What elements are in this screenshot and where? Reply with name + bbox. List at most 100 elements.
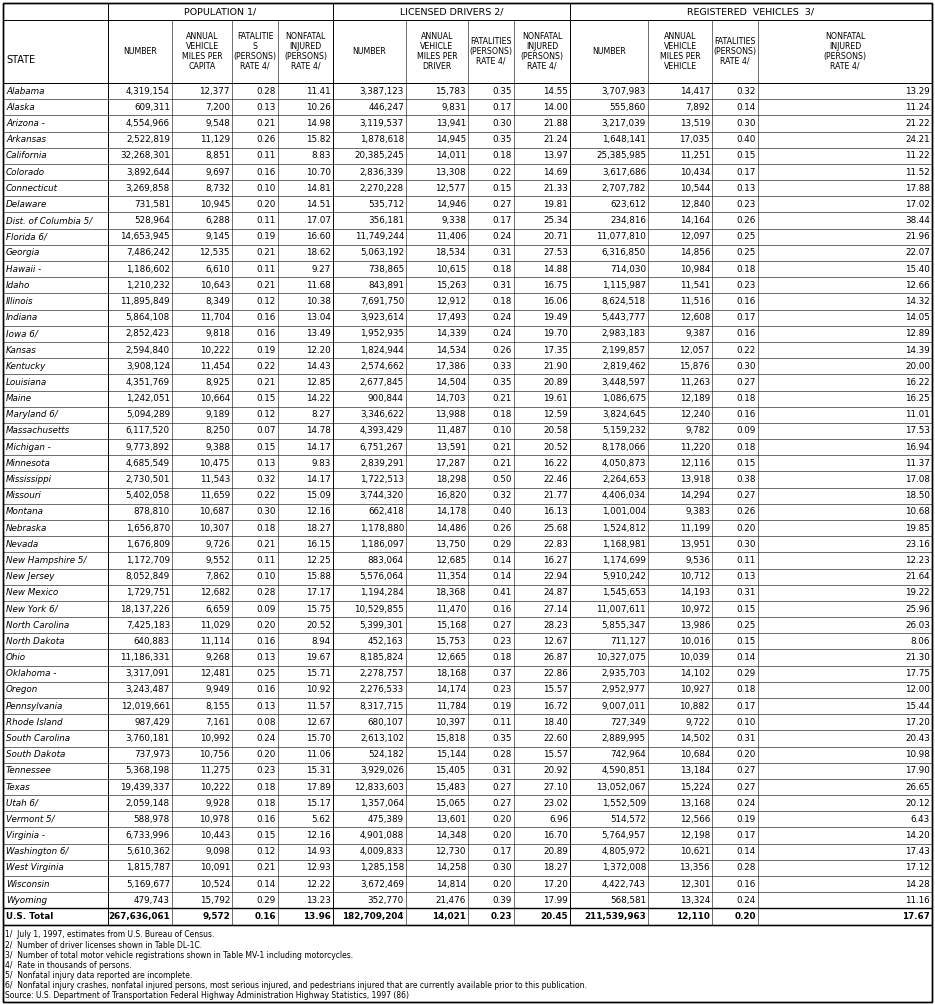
Text: 1,722,513: 1,722,513 <box>360 475 404 484</box>
Text: 524,182: 524,182 <box>368 750 404 759</box>
Text: 1,729,751: 1,729,751 <box>126 588 170 597</box>
Text: 0.24: 0.24 <box>493 232 512 241</box>
Text: 15.71: 15.71 <box>306 669 331 678</box>
Text: 0.31: 0.31 <box>493 248 512 257</box>
Text: 10.92: 10.92 <box>307 685 331 694</box>
Text: 0.10: 0.10 <box>737 718 756 727</box>
Text: 0.19: 0.19 <box>493 701 512 711</box>
Text: 8.94: 8.94 <box>311 637 331 646</box>
Text: 0.18: 0.18 <box>493 297 512 306</box>
Text: 20.58: 20.58 <box>543 426 568 435</box>
Text: 0.41: 0.41 <box>493 588 512 597</box>
Text: 16.27: 16.27 <box>543 556 568 565</box>
Text: Alaska: Alaska <box>6 103 35 112</box>
Text: 15,818: 15,818 <box>436 734 466 743</box>
Text: 0.20: 0.20 <box>493 815 512 824</box>
Text: 13,324: 13,324 <box>680 895 710 904</box>
Text: 10,091: 10,091 <box>200 863 230 872</box>
Text: 2,059,148: 2,059,148 <box>126 799 170 808</box>
Text: 0.27: 0.27 <box>737 783 756 792</box>
Text: 15,263: 15,263 <box>436 280 466 289</box>
Text: 0.12: 0.12 <box>257 297 276 306</box>
Text: 10.70: 10.70 <box>306 168 331 177</box>
Text: 14.28: 14.28 <box>905 879 930 888</box>
Text: 0.13: 0.13 <box>737 184 756 193</box>
Text: 0.27: 0.27 <box>737 767 756 775</box>
Text: 20.43: 20.43 <box>905 734 930 743</box>
Text: New Mexico: New Mexico <box>6 588 58 597</box>
Text: 14.51: 14.51 <box>307 200 331 209</box>
Text: 13,918: 13,918 <box>680 475 710 484</box>
Text: 7,161: 7,161 <box>206 718 230 727</box>
Text: 5,764,957: 5,764,957 <box>602 831 646 840</box>
Text: 10,222: 10,222 <box>200 346 230 355</box>
Text: Texas: Texas <box>6 783 31 792</box>
Text: North Carolina: North Carolina <box>6 621 69 630</box>
Text: 2,574,662: 2,574,662 <box>360 362 404 371</box>
Text: 14,653,945: 14,653,945 <box>121 232 170 241</box>
Text: 9,726: 9,726 <box>206 540 230 549</box>
Text: 3,824,645: 3,824,645 <box>602 410 646 419</box>
Text: Nevada: Nevada <box>6 540 39 549</box>
Text: 8,185,824: 8,185,824 <box>360 653 404 662</box>
Text: 14.17: 14.17 <box>307 442 331 451</box>
Text: 0.18: 0.18 <box>256 524 276 533</box>
Text: 0.08: 0.08 <box>256 718 276 727</box>
Text: 2,839,291: 2,839,291 <box>360 459 404 468</box>
Text: 11,704: 11,704 <box>200 314 230 323</box>
Text: 10,544: 10,544 <box>680 184 710 193</box>
Text: 14,174: 14,174 <box>436 685 466 694</box>
Text: 8.27: 8.27 <box>311 410 331 419</box>
Text: 21.22: 21.22 <box>905 119 930 128</box>
Text: Mississippi: Mississippi <box>6 475 52 484</box>
Text: 0.11: 0.11 <box>737 556 756 565</box>
Text: 11,354: 11,354 <box>436 572 466 581</box>
Text: 5,443,777: 5,443,777 <box>601 314 646 323</box>
Text: 0.18: 0.18 <box>493 152 512 161</box>
Text: 0.30: 0.30 <box>737 362 756 371</box>
Text: 16.70: 16.70 <box>543 831 568 840</box>
Text: 6,316,850: 6,316,850 <box>602 248 646 257</box>
Text: 0.35: 0.35 <box>493 378 512 387</box>
Text: New Jersey: New Jersey <box>6 572 54 581</box>
Text: 3,892,644: 3,892,644 <box>126 168 170 177</box>
Text: FATALITIES
(PERSONS)
RATE 4/: FATALITIES (PERSONS) RATE 4/ <box>469 37 512 65</box>
Text: 2,707,782: 2,707,782 <box>601 184 646 193</box>
Text: 13,356: 13,356 <box>680 863 710 872</box>
Text: 0.14: 0.14 <box>737 653 756 662</box>
Text: 17,287: 17,287 <box>436 459 466 468</box>
Text: 5.62: 5.62 <box>311 815 331 824</box>
Text: 9,782: 9,782 <box>685 426 710 435</box>
Text: 21.64: 21.64 <box>905 572 930 581</box>
Text: 5,576,064: 5,576,064 <box>360 572 404 581</box>
Text: ANNUAL
VEHICLE
MILES PER
VEHICLE: ANNUAL VEHICLE MILES PER VEHICLE <box>660 32 700 70</box>
Text: 0.15: 0.15 <box>256 442 276 451</box>
Text: 12,685: 12,685 <box>436 556 466 565</box>
Text: 1,242,051: 1,242,051 <box>126 394 170 403</box>
Text: 6,751,267: 6,751,267 <box>360 442 404 451</box>
Text: 0.32: 0.32 <box>256 475 276 484</box>
Text: 14.98: 14.98 <box>307 119 331 128</box>
Text: 3,346,622: 3,346,622 <box>360 410 404 419</box>
Text: 0.16: 0.16 <box>257 314 276 323</box>
Text: 12.25: 12.25 <box>307 556 331 565</box>
Text: 4,554,966: 4,554,966 <box>126 119 170 128</box>
Text: 12,481: 12,481 <box>200 669 230 678</box>
Text: 4,805,972: 4,805,972 <box>602 847 646 856</box>
Text: 10,978: 10,978 <box>199 815 230 824</box>
Text: 234,816: 234,816 <box>611 216 646 225</box>
Text: FATALITIE
S
(PERSONS)
RATE 4/: FATALITIE S (PERSONS) RATE 4/ <box>234 32 277 70</box>
Text: 5,910,242: 5,910,242 <box>602 572 646 581</box>
Text: 12.00: 12.00 <box>905 685 930 694</box>
Text: 19.22: 19.22 <box>905 588 930 597</box>
Text: 17.02: 17.02 <box>905 200 930 209</box>
Text: 13,750: 13,750 <box>436 540 466 549</box>
Text: 0.17: 0.17 <box>493 847 512 856</box>
Text: 13,184: 13,184 <box>680 767 710 775</box>
Text: 0.14: 0.14 <box>737 847 756 856</box>
Text: 0.22: 0.22 <box>493 168 512 177</box>
Text: 0.11: 0.11 <box>257 216 276 225</box>
Text: 18.50: 18.50 <box>905 491 930 500</box>
Text: 0.39: 0.39 <box>493 895 512 904</box>
Text: 10,222: 10,222 <box>200 783 230 792</box>
